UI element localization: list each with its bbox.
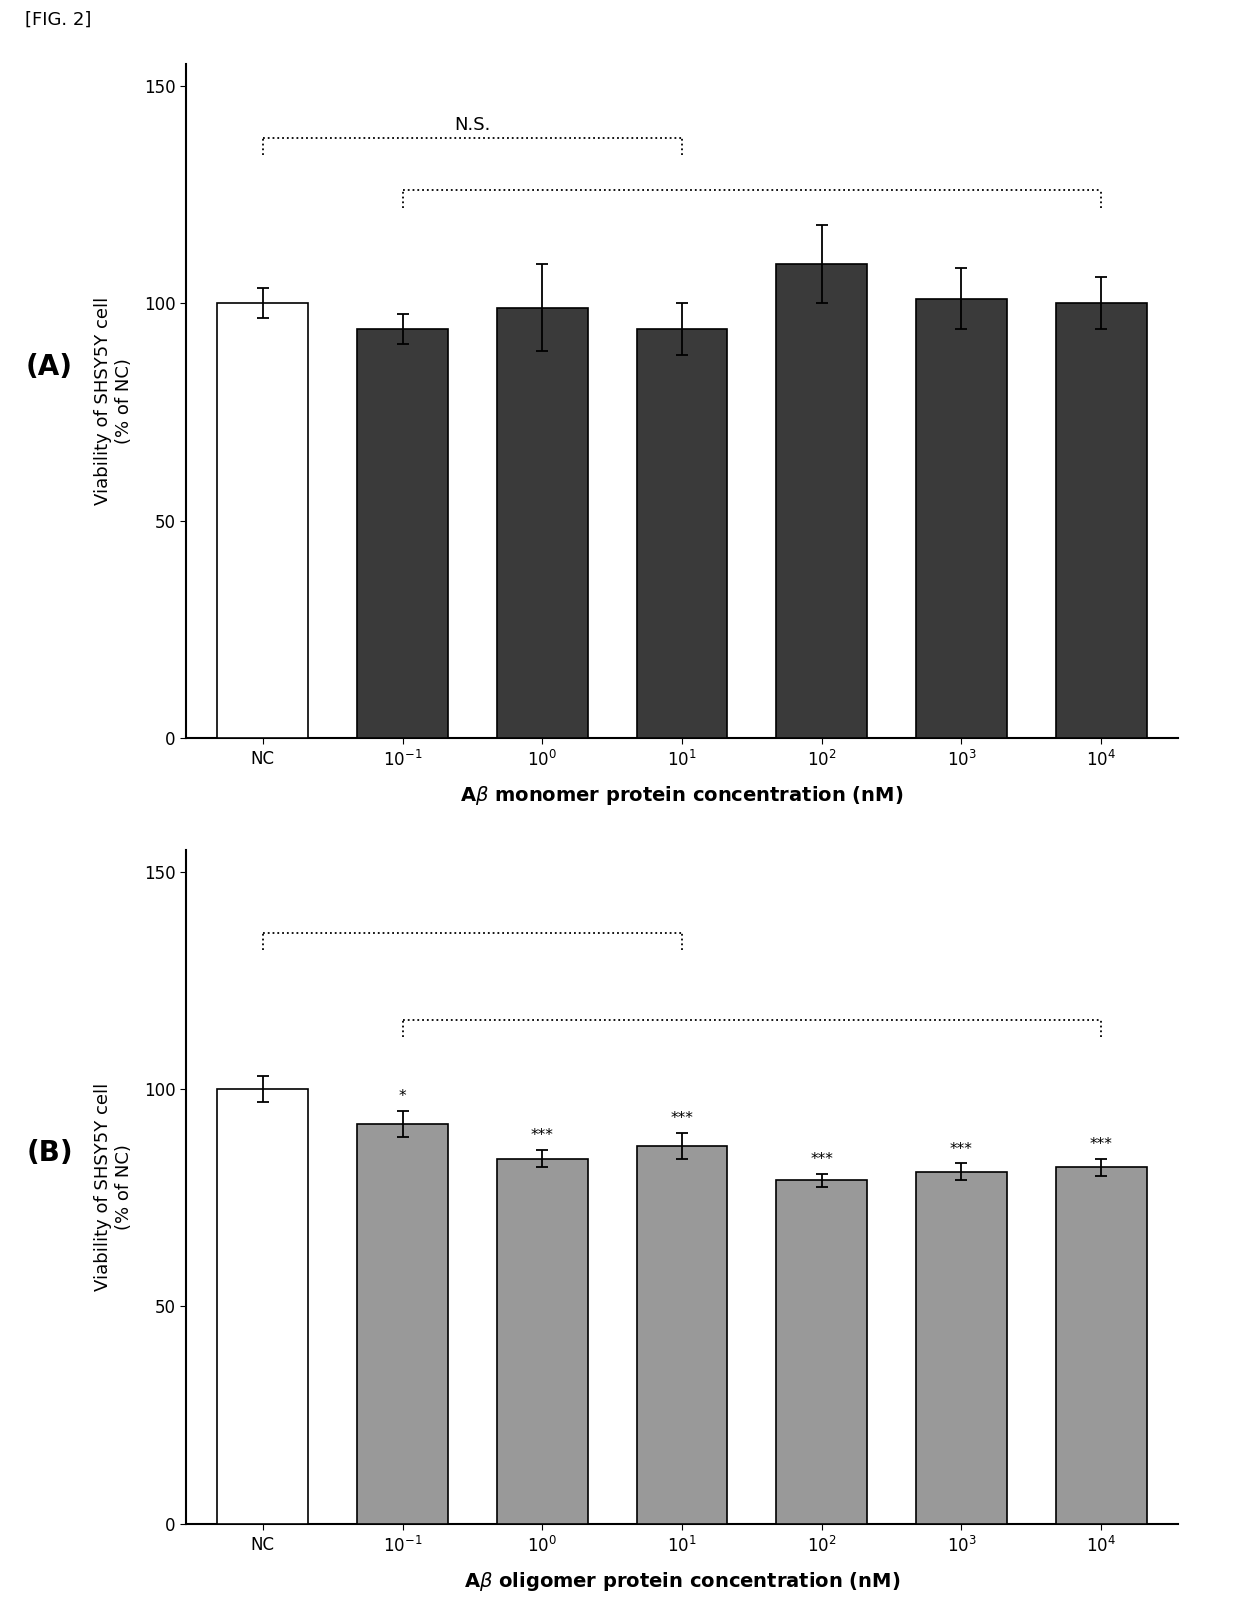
Bar — [1055, 1168, 1147, 1524]
Text: (A): (A) — [26, 353, 73, 382]
Bar — [916, 298, 1007, 738]
Bar — [217, 303, 309, 738]
Text: ***: *** — [810, 1152, 833, 1168]
Text: [FIG. 2]: [FIG. 2] — [25, 11, 92, 29]
Bar — [497, 308, 588, 738]
Bar — [636, 1145, 728, 1524]
Bar — [916, 1173, 1007, 1524]
Text: ***: *** — [531, 1129, 554, 1144]
Bar — [1055, 303, 1147, 738]
Bar — [357, 1124, 448, 1524]
X-axis label: A$\beta$ monomer protein concentration (nM): A$\beta$ monomer protein concentration (… — [460, 784, 904, 807]
Text: (B): (B) — [26, 1139, 73, 1168]
Text: ***: *** — [1090, 1137, 1112, 1152]
Bar — [217, 1089, 309, 1524]
Bar — [776, 1181, 867, 1524]
Bar — [636, 329, 728, 738]
Text: ***: *** — [671, 1112, 693, 1126]
Bar — [357, 329, 448, 738]
Text: ***: *** — [950, 1142, 973, 1156]
Y-axis label: Viability of SHSY5Y cell
(% of NC): Viability of SHSY5Y cell (% of NC) — [94, 297, 133, 505]
Text: N.S.: N.S. — [454, 115, 491, 133]
X-axis label: A$\beta$ oligomer protein concentration (nM): A$\beta$ oligomer protein concentration … — [464, 1570, 900, 1593]
Text: *: * — [399, 1089, 407, 1105]
Y-axis label: Viability of SHSY5Y cell
(% of NC): Viability of SHSY5Y cell (% of NC) — [94, 1083, 133, 1291]
Bar — [497, 1158, 588, 1524]
Bar — [776, 265, 867, 738]
